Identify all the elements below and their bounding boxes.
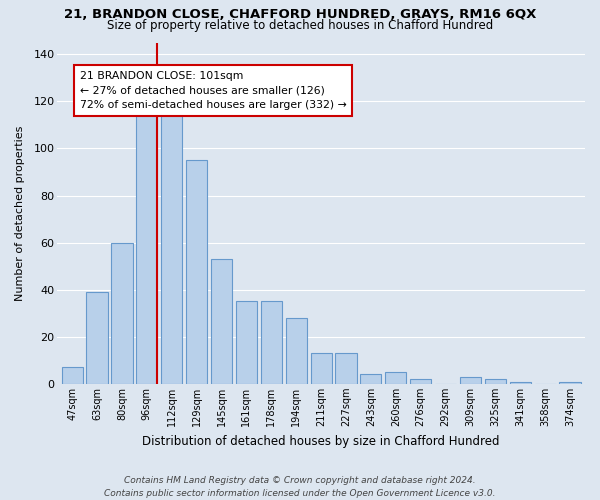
Bar: [410, 379, 431, 384]
Bar: [112, 242, 133, 384]
X-axis label: Distribution of detached houses by size in Chafford Hundred: Distribution of detached houses by size …: [142, 434, 500, 448]
Bar: [460, 377, 481, 384]
Bar: [361, 374, 382, 384]
Bar: [136, 113, 157, 384]
Bar: [161, 113, 182, 384]
Text: Size of property relative to detached houses in Chafford Hundred: Size of property relative to detached ho…: [107, 18, 493, 32]
Text: 21 BRANDON CLOSE: 101sqm
← 27% of detached houses are smaller (126)
72% of semi-: 21 BRANDON CLOSE: 101sqm ← 27% of detach…: [80, 71, 346, 110]
Bar: [211, 259, 232, 384]
Bar: [86, 292, 107, 384]
Bar: [335, 354, 356, 384]
Bar: [485, 379, 506, 384]
Bar: [311, 354, 332, 384]
Bar: [62, 368, 83, 384]
Bar: [286, 318, 307, 384]
Bar: [186, 160, 207, 384]
Text: 21, BRANDON CLOSE, CHAFFORD HUNDRED, GRAYS, RM16 6QX: 21, BRANDON CLOSE, CHAFFORD HUNDRED, GRA…: [64, 8, 536, 20]
Y-axis label: Number of detached properties: Number of detached properties: [15, 126, 25, 301]
Text: Contains HM Land Registry data © Crown copyright and database right 2024.
Contai: Contains HM Land Registry data © Crown c…: [104, 476, 496, 498]
Bar: [559, 382, 581, 384]
Bar: [261, 302, 282, 384]
Bar: [385, 372, 406, 384]
Bar: [509, 382, 531, 384]
Bar: [236, 302, 257, 384]
